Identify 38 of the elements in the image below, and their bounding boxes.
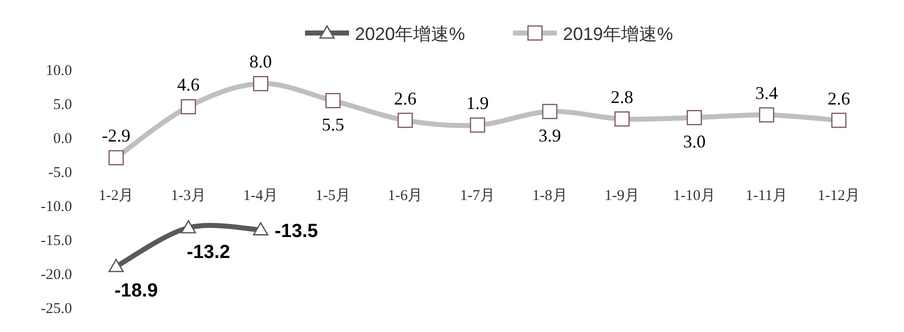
data-label: -2.9 bbox=[102, 126, 130, 146]
legend-label: 2019年增速% bbox=[563, 24, 674, 44]
x-tick-label: 1-5月 bbox=[315, 188, 350, 204]
point bbox=[180, 220, 196, 234]
data-label: 2.8 bbox=[610, 86, 634, 107]
data-label: 4.6 bbox=[177, 74, 200, 95]
data-label: -13.2 bbox=[186, 242, 230, 263]
data-label: 2.6 bbox=[828, 88, 850, 108]
legend-label: 2020年增速% bbox=[355, 24, 466, 44]
y-tick-label: -10.0 bbox=[40, 199, 72, 215]
point bbox=[108, 258, 124, 272]
x-tick-label: 1-8月 bbox=[532, 188, 568, 204]
data-label: 1.9 bbox=[466, 93, 489, 114]
x-tick-label: 1-4月 bbox=[243, 188, 278, 204]
y-tick-label: 0.0 bbox=[53, 131, 72, 147]
y-tick-label: -15.0 bbox=[40, 233, 72, 249]
data-label: 3.4 bbox=[755, 82, 778, 103]
data-label: 8.0 bbox=[249, 52, 272, 72]
x-tick-label: 1-10月 bbox=[673, 188, 716, 204]
x-tick-label: 1-9月 bbox=[604, 188, 640, 204]
data-label: -13.5 bbox=[274, 220, 318, 242]
point bbox=[253, 222, 268, 236]
y-tick-label: -25.0 bbox=[40, 301, 72, 317]
data-label: 3.0 bbox=[683, 132, 706, 152]
x-tick-label: 1-2月 bbox=[98, 188, 134, 204]
y-tick-label: 10.0 bbox=[46, 63, 72, 79]
data-label: 3.9 bbox=[538, 125, 562, 146]
y-tick-label: 5.0 bbox=[53, 97, 72, 113]
x-tick-label: 1-6月 bbox=[388, 188, 423, 204]
y-tick-label: -5.0 bbox=[48, 165, 72, 181]
data-label: 2.6 bbox=[394, 88, 416, 108]
x-tick-label: 1-12月 bbox=[818, 188, 860, 204]
x-tick-label: 1-7月 bbox=[460, 188, 495, 204]
y-tick-label: -20.0 bbox=[40, 267, 72, 283]
data-label: -18.9 bbox=[114, 280, 158, 302]
x-tick-label: 1-3月 bbox=[170, 188, 206, 204]
data-label: 5.5 bbox=[322, 114, 344, 135]
x-tick-label: 1-11月 bbox=[746, 188, 788, 204]
